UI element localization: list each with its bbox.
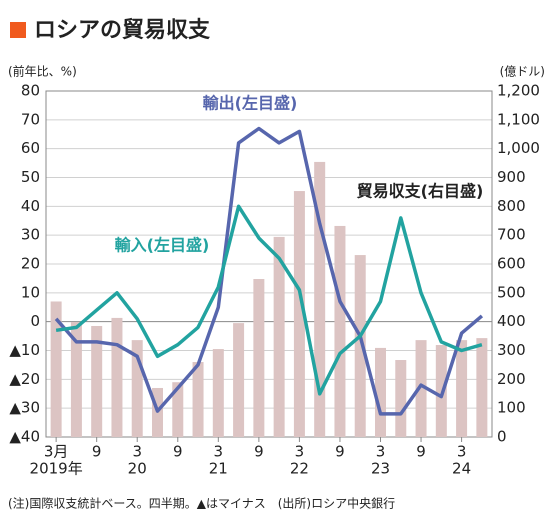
chart-title: ロシアの貿易収支 (34, 18, 211, 43)
bar (192, 362, 204, 437)
y2-tick-label: 1,100 (497, 110, 540, 128)
y-tick-label: 80 (21, 82, 40, 100)
x-tick-label: 9 (254, 443, 264, 461)
x-tick-label: 3 (376, 443, 386, 461)
y-tick-label: 20 (21, 255, 40, 273)
x-tick-label: 9 (335, 443, 345, 461)
y2-axis-label: (億ドル) (500, 65, 545, 79)
x-year-label: 20 (128, 460, 147, 478)
footnote: (注)国際収支統計ベース。四半期。▲はマイナス (出所)ロシア中央銀行 (8, 496, 395, 511)
y2-tick-label: 800 (497, 197, 526, 215)
bar (395, 360, 407, 437)
y2-tick-label: 600 (497, 255, 526, 273)
bar (293, 191, 305, 437)
y2-tick-label: 1,200 (497, 82, 540, 100)
y-axis-label: (前年比、%) (8, 64, 77, 79)
series-label: 貿易収支(右目盛) (357, 182, 484, 201)
y-tick-label: 50 (21, 168, 40, 186)
y-tick-label: 70 (21, 110, 40, 128)
bar (111, 317, 123, 437)
y2-tick-label: 1,000 (497, 139, 540, 157)
x-tick-label: 9 (92, 443, 102, 461)
y2-tick-label: 700 (497, 226, 526, 244)
y-tick-label: 60 (21, 139, 40, 157)
plot-frame (45, 90, 493, 438)
x-year-label: 2019年 (30, 460, 83, 478)
y-tick-label: 0 (30, 312, 40, 330)
title-icon (10, 22, 26, 38)
bar (131, 340, 143, 437)
x-tick-label: 9 (173, 443, 183, 461)
y-tick-label: 30 (21, 226, 40, 244)
bar (233, 323, 245, 437)
bar (456, 340, 468, 437)
x-tick-label: 3 (132, 443, 142, 461)
x-tick-label: 3 (214, 443, 224, 461)
x-year-label: 24 (452, 460, 471, 478)
y2-tick-label: 500 (497, 283, 526, 301)
x-year-label: 22 (290, 460, 309, 478)
y2-tick-label: 900 (497, 168, 526, 186)
bar (314, 161, 326, 437)
bar (91, 325, 103, 437)
bar (212, 349, 224, 437)
x-year-label: 23 (371, 460, 390, 478)
bar (476, 338, 488, 437)
bar (354, 255, 366, 437)
x-tick-label: 3 (457, 443, 467, 461)
bar (375, 347, 386, 437)
x-year-label: 21 (209, 460, 228, 478)
y-tick-label: ▲10 (9, 341, 40, 359)
line (55, 204, 483, 396)
y-tick-label: 10 (21, 283, 40, 301)
y2-tick-label: 0 (497, 428, 507, 446)
bar (253, 278, 265, 437)
x-tick-label: 3月 (44, 443, 69, 461)
bar (273, 236, 285, 437)
y-tick-label: ▲30 (9, 399, 40, 417)
bar (50, 301, 62, 437)
y2-tick-label: 300 (497, 341, 526, 359)
y2-tick-label: 400 (497, 312, 526, 330)
bar (70, 321, 82, 437)
series-label: 輸入(左目盛) (115, 236, 210, 255)
series-label: 輸出(左目盛) (203, 94, 298, 113)
y-tick-label: 40 (21, 197, 40, 215)
x-tick-label: 3 (295, 443, 305, 461)
y2-tick-label: 200 (497, 370, 526, 388)
bar (334, 225, 346, 437)
bar (415, 340, 427, 437)
bar (172, 382, 184, 437)
y-tick-label: ▲20 (9, 370, 40, 388)
line (54, 126, 484, 416)
y-tick-label: ▲40 (9, 428, 40, 446)
x-tick-label: 9 (416, 443, 426, 461)
y2-tick-label: 100 (497, 399, 526, 417)
